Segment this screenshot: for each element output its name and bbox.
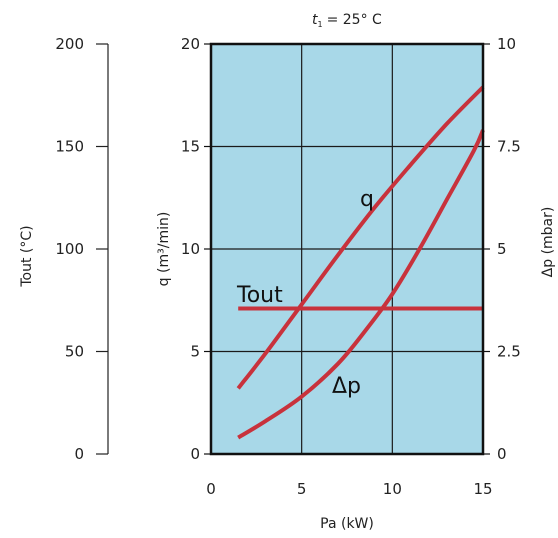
tout-tick-label: 0 [74, 445, 84, 463]
dp-tick-label: 7.5 [497, 138, 521, 156]
q-tick-label: 10 [181, 240, 200, 258]
plot-frame [209, 42, 485, 456]
condition-text: = 25° C [327, 12, 382, 28]
dp-tick-label: 10 [497, 35, 516, 53]
condition-subscript: 1 [318, 20, 323, 29]
condition-symbol: t [312, 12, 318, 28]
x-tick-label: 5 [297, 480, 307, 498]
tout-tick-label: 150 [55, 138, 84, 156]
q-tick-label: 0 [190, 445, 200, 463]
series-label-dp: Δp [332, 374, 361, 399]
q-tick-label: 15 [181, 138, 200, 156]
x-tick-label: 0 [206, 480, 216, 498]
tout-tick-label: 200 [55, 35, 84, 53]
series-label-q: q [360, 187, 374, 212]
x-tick-label: 15 [473, 480, 492, 498]
q-axis-title: q (m³/min) [156, 212, 172, 287]
series-line-q [236, 85, 485, 390]
dp-tick-label: 5 [497, 240, 507, 258]
series-line-dp [237, 129, 485, 440]
dp-tick-label: 0 [497, 445, 507, 463]
series-label-tout: Tout [236, 283, 283, 308]
tout-axis: 0 50 100 150 200 [55, 35, 109, 463]
x-tick-label: 10 [383, 480, 402, 498]
dp-tick-label: 2.5 [497, 343, 521, 361]
x-axis-title: Pa (kW) [320, 516, 374, 532]
series-lines [236, 85, 485, 440]
condition-label: t1 = 25° C [312, 12, 382, 29]
q-tick-label: 20 [181, 35, 200, 53]
tout-tick-label: 100 [55, 240, 84, 258]
q-axis: 0 5 10 15 20 [181, 35, 211, 463]
tout-axis-title: Tout (°C) [19, 225, 35, 287]
q-tick-label: 5 [190, 343, 200, 361]
x-axis: 0 5 10 15 [206, 480, 492, 498]
tout-tick-label: 50 [65, 343, 84, 361]
dp-axis-title: Δp (mbar) [540, 207, 556, 278]
dp-axis: 0 2.5 5 7.5 10 [483, 35, 521, 463]
